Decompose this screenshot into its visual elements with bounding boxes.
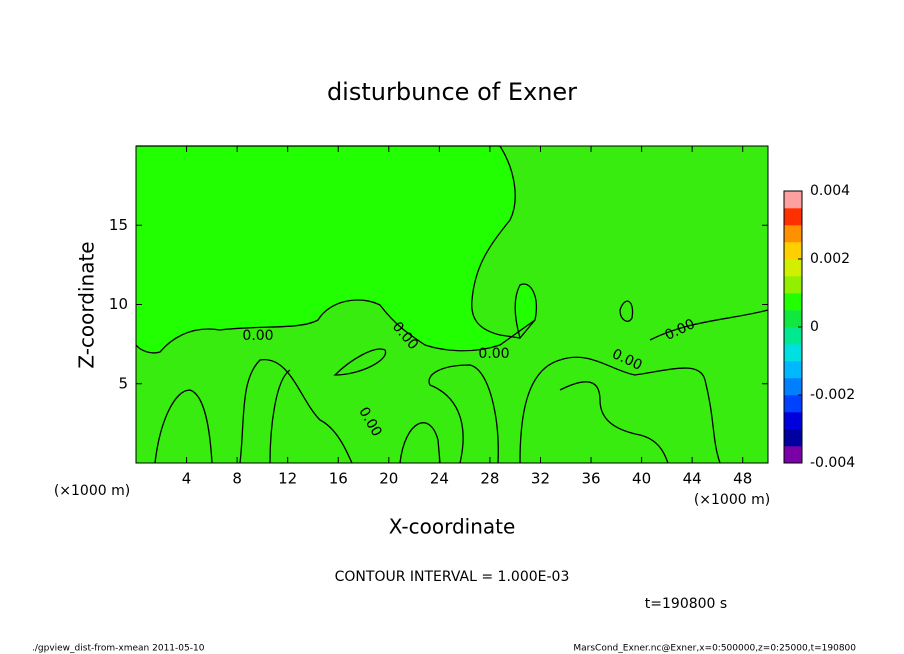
colorbar-band <box>784 208 802 226</box>
y-tick-label: 15 <box>109 216 128 234</box>
colorbar-band <box>784 293 802 311</box>
colorbar-band <box>784 412 802 430</box>
y-tick-label: 5 <box>118 374 128 392</box>
y-axis-title: Z-coordinate <box>75 241 99 368</box>
contour-line <box>269 369 291 464</box>
contour-interval: CONTOUR INTERVAL = 1.000E-03 <box>335 569 570 585</box>
contour-line <box>649 309 769 341</box>
colorbar-tick-label: 0 <box>810 319 819 335</box>
x-axis-title: X-coordinate <box>389 515 516 539</box>
contour-line <box>239 359 353 464</box>
x-tick-label: 20 <box>379 470 398 488</box>
contour-line <box>135 145 536 354</box>
colorbar-tick-label: -0.004 <box>810 455 855 471</box>
x-tick-label: 28 <box>480 470 499 488</box>
x-tick-label: 36 <box>581 470 600 488</box>
colorbar-band <box>784 259 802 277</box>
colorbar-band <box>784 429 802 447</box>
colorbar-band <box>784 395 802 413</box>
colorbar-band <box>784 327 802 345</box>
x-tick-label: 12 <box>278 470 297 488</box>
contour-line <box>559 381 669 464</box>
colorbar-band <box>784 242 802 260</box>
x-tick-label: 44 <box>683 470 702 488</box>
x-unit-right: (×1000 m) <box>694 492 770 508</box>
contour-line <box>399 422 441 464</box>
x-tick-label: 4 <box>182 470 192 488</box>
x-tick-label: 48 <box>733 470 752 488</box>
contour-line <box>619 300 634 322</box>
contour-line <box>519 356 721 464</box>
x-tick-label: 8 <box>232 470 242 488</box>
x-tick-label: 40 <box>632 470 651 488</box>
footer-left: ./gpview_dist-from-xmean 2011-05-10 <box>32 644 205 654</box>
contour-label: 0.00 <box>478 346 509 362</box>
x-tick-label: 32 <box>531 470 550 488</box>
contour-label: 0.00 <box>242 328 273 344</box>
y-tick-label: 10 <box>109 295 128 313</box>
contour-field <box>135 145 769 464</box>
colorbar-band <box>784 276 802 294</box>
footer-right: MarsCond_Exner.nc@Exner,x=0:500000,z=0:2… <box>573 644 856 654</box>
colorbar-band <box>784 361 802 379</box>
colorbar-band <box>784 310 802 328</box>
contour-line <box>154 389 213 464</box>
colorbar-tick-label: -0.002 <box>810 387 855 403</box>
colorbar-band <box>784 191 802 209</box>
colorbar-band <box>784 225 802 243</box>
chart-title: disturbunce of Exner <box>327 78 577 106</box>
colorbar-band <box>784 446 802 464</box>
colorbar-tick-label: 0.002 <box>810 251 850 267</box>
colorbar-band <box>784 378 802 396</box>
contour-line <box>514 283 537 340</box>
region-positive <box>136 146 537 353</box>
time-label: t=190800 s <box>645 596 727 612</box>
x-tick-label: 24 <box>430 470 449 488</box>
colorbar-band <box>784 344 802 362</box>
contour-line <box>333 348 387 376</box>
x-unit-left: (×1000 m) <box>54 483 130 499</box>
contour-line <box>428 364 499 464</box>
colorbar-tick-label: 0.004 <box>810 183 850 199</box>
x-tick-label: 16 <box>329 470 348 488</box>
